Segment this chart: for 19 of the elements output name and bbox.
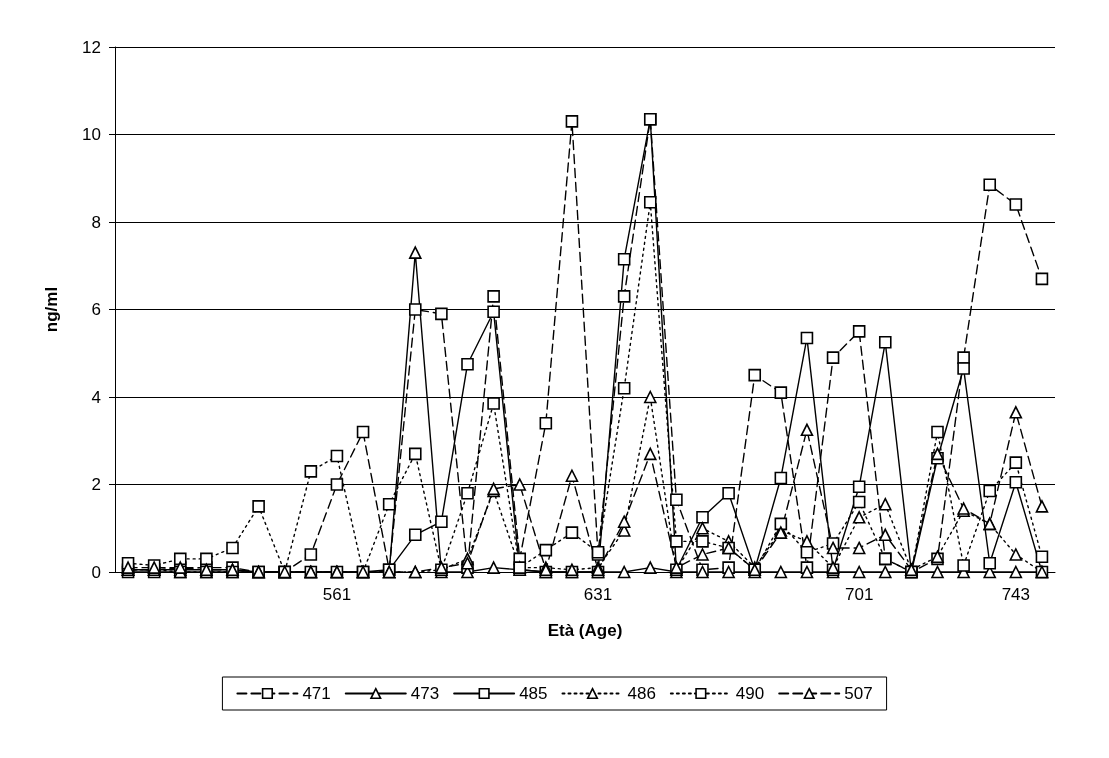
legend-label: 471 [302, 684, 331, 703]
legend-label: 485 [519, 684, 548, 703]
x-axis-title: Età (Age) [547, 621, 623, 640]
y-tick-label: 12 [82, 37, 101, 57]
legend-label: 486 [627, 684, 656, 703]
x-tick-label: 561 [322, 585, 352, 604]
legend-label: 473 [410, 684, 440, 703]
y-tick-label: 6 [91, 300, 101, 319]
legend-label: 507 [844, 684, 873, 703]
y-tick-label: 8 [91, 212, 101, 232]
y-tick-label: 4 [91, 387, 101, 407]
y-axis-title: ng/ml [42, 286, 61, 333]
x-tick-label: 743 [1001, 585, 1031, 604]
y-tick-label: 0 [91, 562, 101, 582]
y-tick-label: 10 [82, 125, 101, 144]
legend-label: 490 [735, 684, 765, 703]
x-tick-label: 701 [844, 585, 874, 604]
x-tick-label: 631 [583, 585, 613, 604]
y-tick-label: 2 [91, 475, 101, 494]
